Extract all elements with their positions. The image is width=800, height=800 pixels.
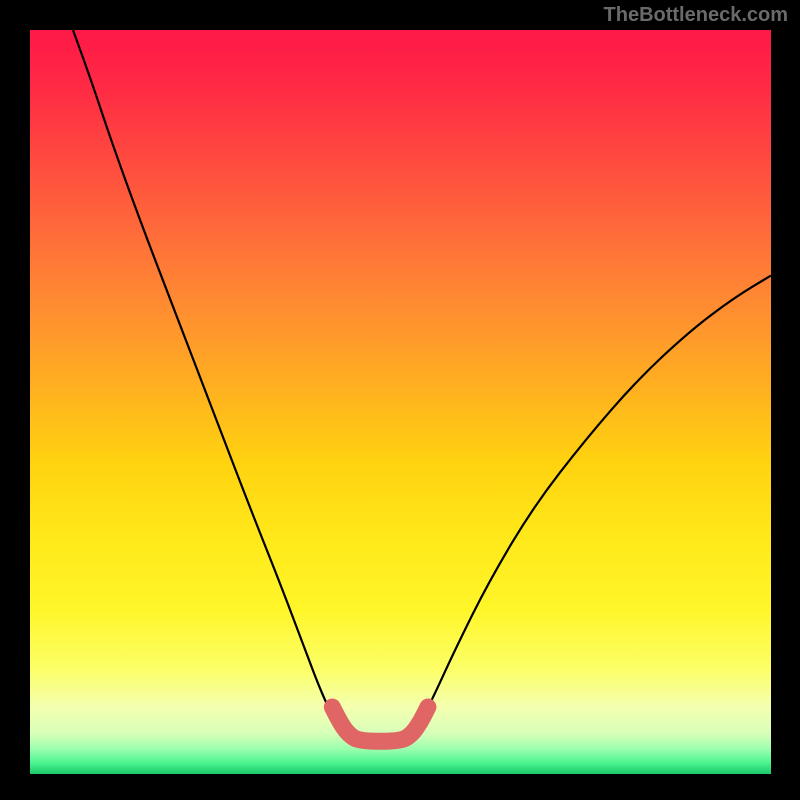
gradient-background (30, 30, 771, 774)
chart-frame: TheBottleneck.com (0, 0, 800, 800)
plot-area (30, 30, 771, 774)
watermark-text: TheBottleneck.com (604, 4, 788, 27)
plot-svg (30, 30, 771, 774)
